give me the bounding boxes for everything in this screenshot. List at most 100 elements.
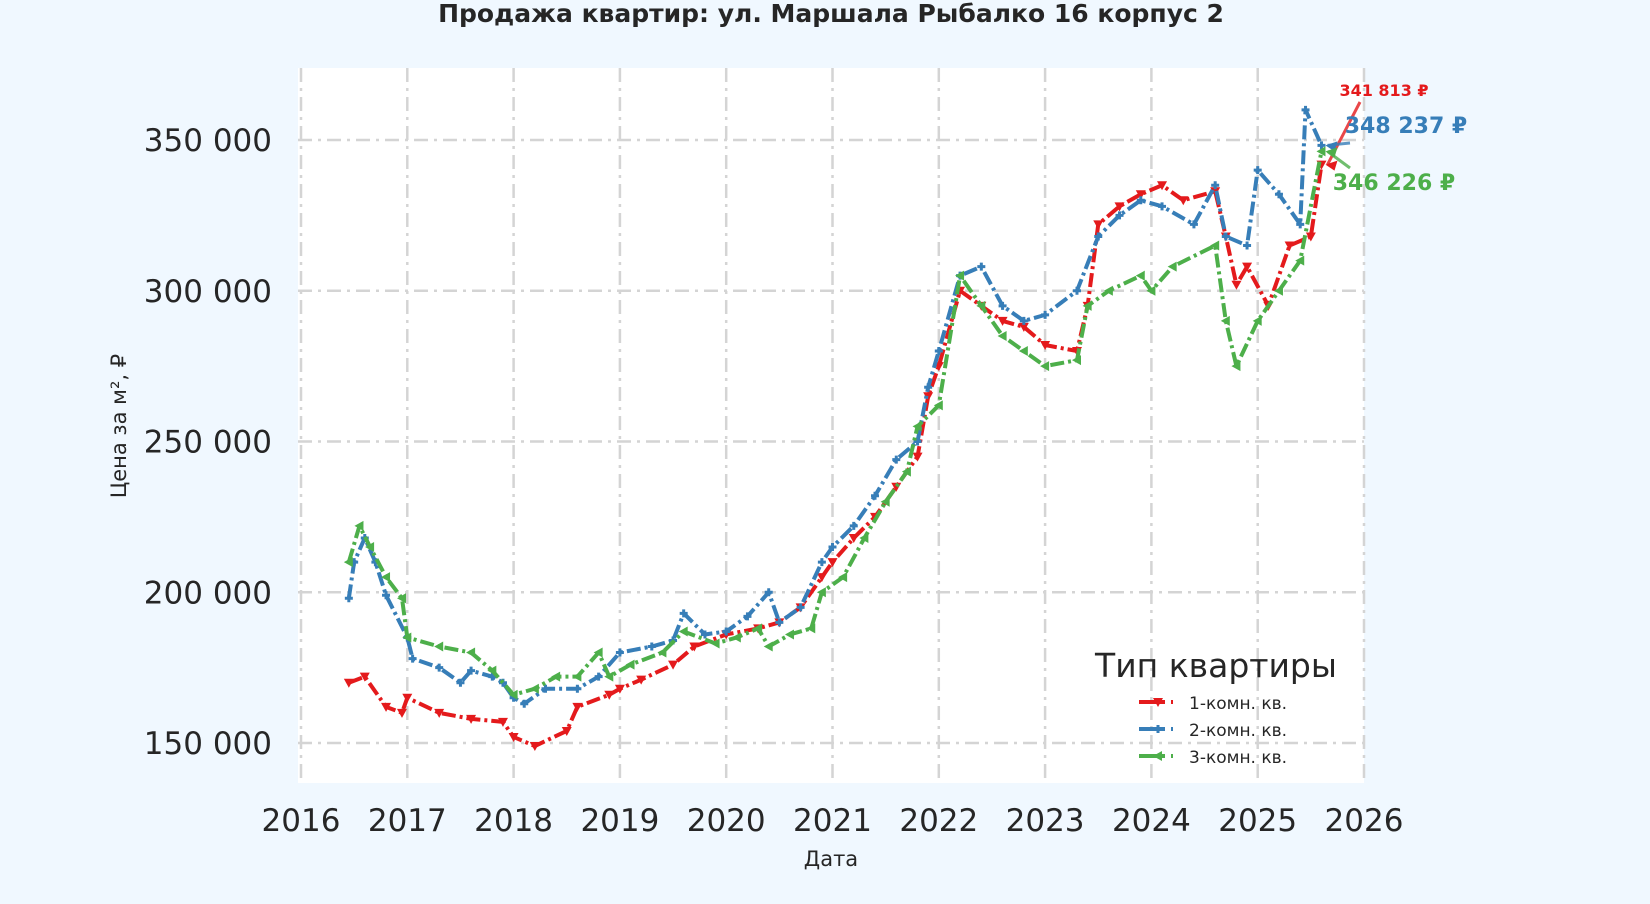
data-point	[359, 672, 370, 682]
data-point	[381, 702, 392, 712]
data-point	[434, 641, 444, 652]
data-point	[710, 638, 720, 649]
data-point	[636, 675, 647, 685]
y-tick-label: 350 000	[144, 123, 272, 159]
data-point	[1296, 220, 1305, 229]
series-group	[343, 105, 1327, 752]
data-point	[1136, 196, 1145, 205]
data-point	[722, 627, 731, 636]
data-point	[614, 684, 625, 694]
data-point	[1135, 190, 1146, 200]
data-point	[1211, 181, 1220, 190]
data-point	[997, 330, 1007, 341]
x-tick-label: 2026	[1325, 803, 1404, 839]
data-point	[381, 572, 391, 583]
data-point	[784, 629, 794, 640]
data-point	[1041, 310, 1050, 319]
data-point	[827, 558, 838, 568]
data-point	[913, 437, 922, 446]
data-point	[924, 383, 933, 392]
data-point	[529, 742, 540, 752]
data-point	[1018, 346, 1028, 357]
legend-label: 2-комн. кв.	[1189, 721, 1287, 741]
data-point	[625, 659, 635, 670]
data-point	[1094, 232, 1103, 241]
data-point	[1040, 361, 1050, 372]
data-point	[572, 702, 583, 712]
x-tick-label: 2019	[580, 803, 659, 839]
data-point	[1221, 232, 1230, 241]
data-point	[1158, 202, 1167, 211]
data-point	[689, 642, 700, 652]
data-point	[933, 400, 943, 411]
data-point	[402, 632, 412, 643]
data-point	[594, 672, 603, 681]
data-point	[396, 593, 406, 604]
y-tick-label: 150 000	[144, 726, 272, 762]
data-point	[998, 301, 1007, 310]
data-point	[508, 732, 519, 742]
x-tick-label: 2020	[687, 803, 766, 839]
x-tick-label: 2023	[1006, 803, 1085, 839]
x-tick-label: 2017	[368, 803, 447, 839]
data-point	[408, 654, 417, 663]
data-point	[1167, 261, 1177, 272]
data-point	[977, 262, 986, 271]
legend-title: Тип квартиры	[1094, 646, 1337, 685]
data-point	[743, 612, 752, 621]
data-point	[365, 542, 375, 553]
data-point	[396, 708, 407, 718]
grid	[298, 68, 1366, 783]
data-point	[753, 623, 763, 634]
data-point	[467, 666, 476, 675]
data-point	[1220, 315, 1230, 326]
data-point	[604, 690, 615, 700]
data-point	[1231, 280, 1242, 290]
data-point	[402, 693, 413, 703]
data-point	[1316, 146, 1326, 157]
data-point	[1146, 285, 1156, 296]
data-point	[1178, 196, 1189, 206]
data-point	[838, 572, 848, 583]
series-line	[346, 107, 1324, 706]
data-point	[572, 671, 582, 682]
x-tick-label: 2021	[793, 803, 872, 839]
data-point	[551, 671, 561, 682]
data-point	[466, 647, 476, 658]
data-point	[1135, 270, 1145, 281]
data-point	[508, 689, 518, 700]
data-point	[1018, 322, 1029, 332]
data-point	[912, 421, 922, 432]
chart-title: Продажа квартир: ул. Маршала Рыбалко 16 …	[438, 0, 1224, 28]
data-point	[604, 671, 614, 682]
data-point	[344, 594, 353, 603]
legend: Тип квартиры 1-комн. кв. 2-комн. кв. 3-ком…	[1094, 646, 1337, 768]
data-point	[573, 684, 582, 693]
data-point	[668, 660, 679, 670]
data-point	[775, 618, 784, 627]
data-point	[731, 632, 741, 643]
data-point	[541, 684, 550, 693]
data-point	[1019, 316, 1028, 325]
data-point	[763, 641, 773, 652]
data-point	[678, 626, 688, 637]
data-point	[343, 557, 353, 568]
data-point	[593, 647, 603, 658]
x-tick-label: 2016	[262, 803, 341, 839]
x-tick-label: 2024	[1112, 803, 1191, 839]
data-point	[1114, 202, 1125, 212]
data-point	[816, 587, 826, 598]
data-point	[1189, 220, 1198, 229]
data-point	[679, 609, 688, 618]
legend-label: 1-комн. кв.	[1189, 694, 1287, 714]
arrow-head	[1325, 147, 1338, 158]
data-point	[700, 630, 709, 639]
data-point	[764, 588, 773, 597]
data-point	[1153, 751, 1162, 761]
data-point	[487, 665, 497, 676]
y-tick-label: 300 000	[144, 274, 272, 310]
data-point	[849, 521, 858, 530]
data-point	[892, 455, 901, 464]
data-point	[435, 663, 444, 672]
